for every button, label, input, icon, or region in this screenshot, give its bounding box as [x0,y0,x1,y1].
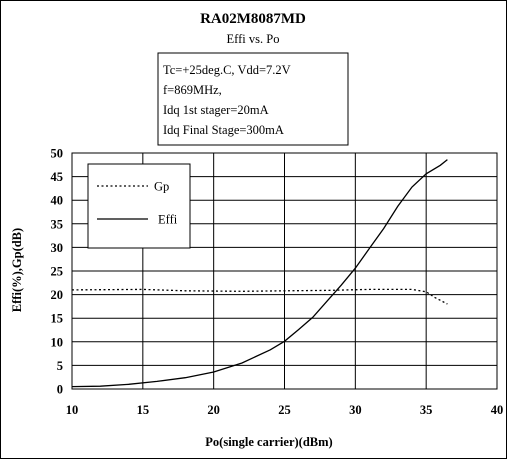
plot-area [71,152,498,390]
condition-line-2: f=869MHz, [163,83,222,97]
x-tick-label: 10 [66,403,79,417]
condition-line-3: Idq 1st stager=20mA [163,103,269,117]
y-tick-label: 35 [51,217,64,231]
x-tick-label: 20 [207,403,220,417]
chart-subtitle: Effi vs. Po [227,32,280,46]
series-line-effi [71,159,448,388]
y-tick-label: 15 [51,312,64,326]
data-series [71,159,448,388]
legend-box [87,163,191,249]
y-tick-label: 0 [57,383,63,397]
y-tick-label: 40 [51,194,64,208]
y-tick-label: 10 [51,335,64,349]
condition-line-4: Idq Final Stage=300mA [163,123,284,137]
y-tick-label: 30 [51,241,64,255]
y-tick-label: 25 [51,265,64,279]
x-axis-label: Po(single carrier)(dBm) [205,435,332,449]
y-tick-label: 5 [57,359,63,373]
y-tick-label: 45 [51,170,64,184]
x-tick-label: 40 [491,403,504,417]
x-tick-label: 30 [349,403,362,417]
y-axis-label: Effi(%),Gp(dB) [10,228,24,312]
y-tick-label: 50 [51,147,64,161]
x-tick-label: 35 [420,403,433,417]
axis-ticks: 10 15 20 25 30 35 40 0 5 10 15 20 25 30 35 40 45 50 [51,147,504,418]
conditions-box: Tc=+25deg.C, Vdd=7.2V f=869MHz, Idq 1st … [157,52,349,146]
legend-label-gp: Gp [154,180,169,194]
chart-title: RA02M8087MD [200,11,306,27]
legend-label-effi: Effi [158,213,178,227]
x-tick-label: 15 [137,403,150,417]
legend: Gp Effi [87,163,191,249]
series-line-gp [71,288,448,305]
y-tick-label: 20 [51,288,64,302]
x-tick-label: 25 [278,403,291,417]
condition-line-1: Tc=+25deg.C, Vdd=7.2V [163,63,291,77]
